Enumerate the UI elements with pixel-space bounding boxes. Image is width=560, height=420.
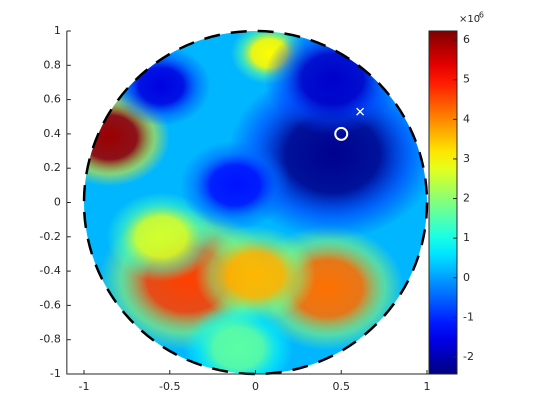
colorbar-tick-label: -2 (463, 350, 474, 363)
colorbar-tick-label: 4 (463, 112, 470, 125)
y-tick-label: 0 (54, 196, 61, 209)
x-tick-label: -1 (79, 380, 90, 393)
y-tick-label: -0.2 (39, 230, 60, 243)
y-tick-label: 0.2 (43, 161, 61, 174)
field-peak (264, 31, 402, 135)
colorbar (428, 30, 458, 375)
x-tick-label: 1 (424, 380, 431, 393)
field-peak (106, 192, 217, 282)
y-tick-label: -0.4 (39, 264, 60, 277)
y-tick-label: -0.6 (39, 298, 60, 311)
y-tick-label: 0.6 (43, 93, 61, 106)
y-tick-label: -0.8 (39, 333, 60, 346)
y-tick-label: 1 (54, 24, 61, 37)
field-peak (183, 303, 294, 374)
y-tick-label: 0.8 (43, 58, 61, 71)
colorbar-tick-label: 5 (463, 73, 470, 86)
field-peak (195, 225, 316, 324)
colorbar-tick-label: 3 (463, 152, 470, 165)
y-tick-label: 0.4 (43, 127, 61, 140)
colorbar-tick-label: 6 (463, 33, 470, 46)
colorbar-tick-label: 1 (463, 231, 470, 244)
colorbar-scale-base: ×10 (459, 14, 480, 25)
x-tick-label: -0.5 (159, 380, 180, 393)
x-tick-label: 0 (252, 380, 259, 393)
colorbar-tick-label: 0 (463, 271, 470, 284)
marker-x (356, 107, 365, 116)
field-peak (180, 140, 290, 230)
field (84, 31, 427, 374)
x-tick-label: 0.5 (333, 380, 351, 393)
colorbar-scale-exponent: -6 (476, 11, 484, 20)
marker-circle (334, 126, 349, 141)
colorbar-tick-label: 2 (463, 192, 470, 205)
boundary (82, 29, 429, 376)
y-tick-label: -1 (50, 367, 61, 380)
colorbar-tick-label: -1 (463, 310, 474, 323)
